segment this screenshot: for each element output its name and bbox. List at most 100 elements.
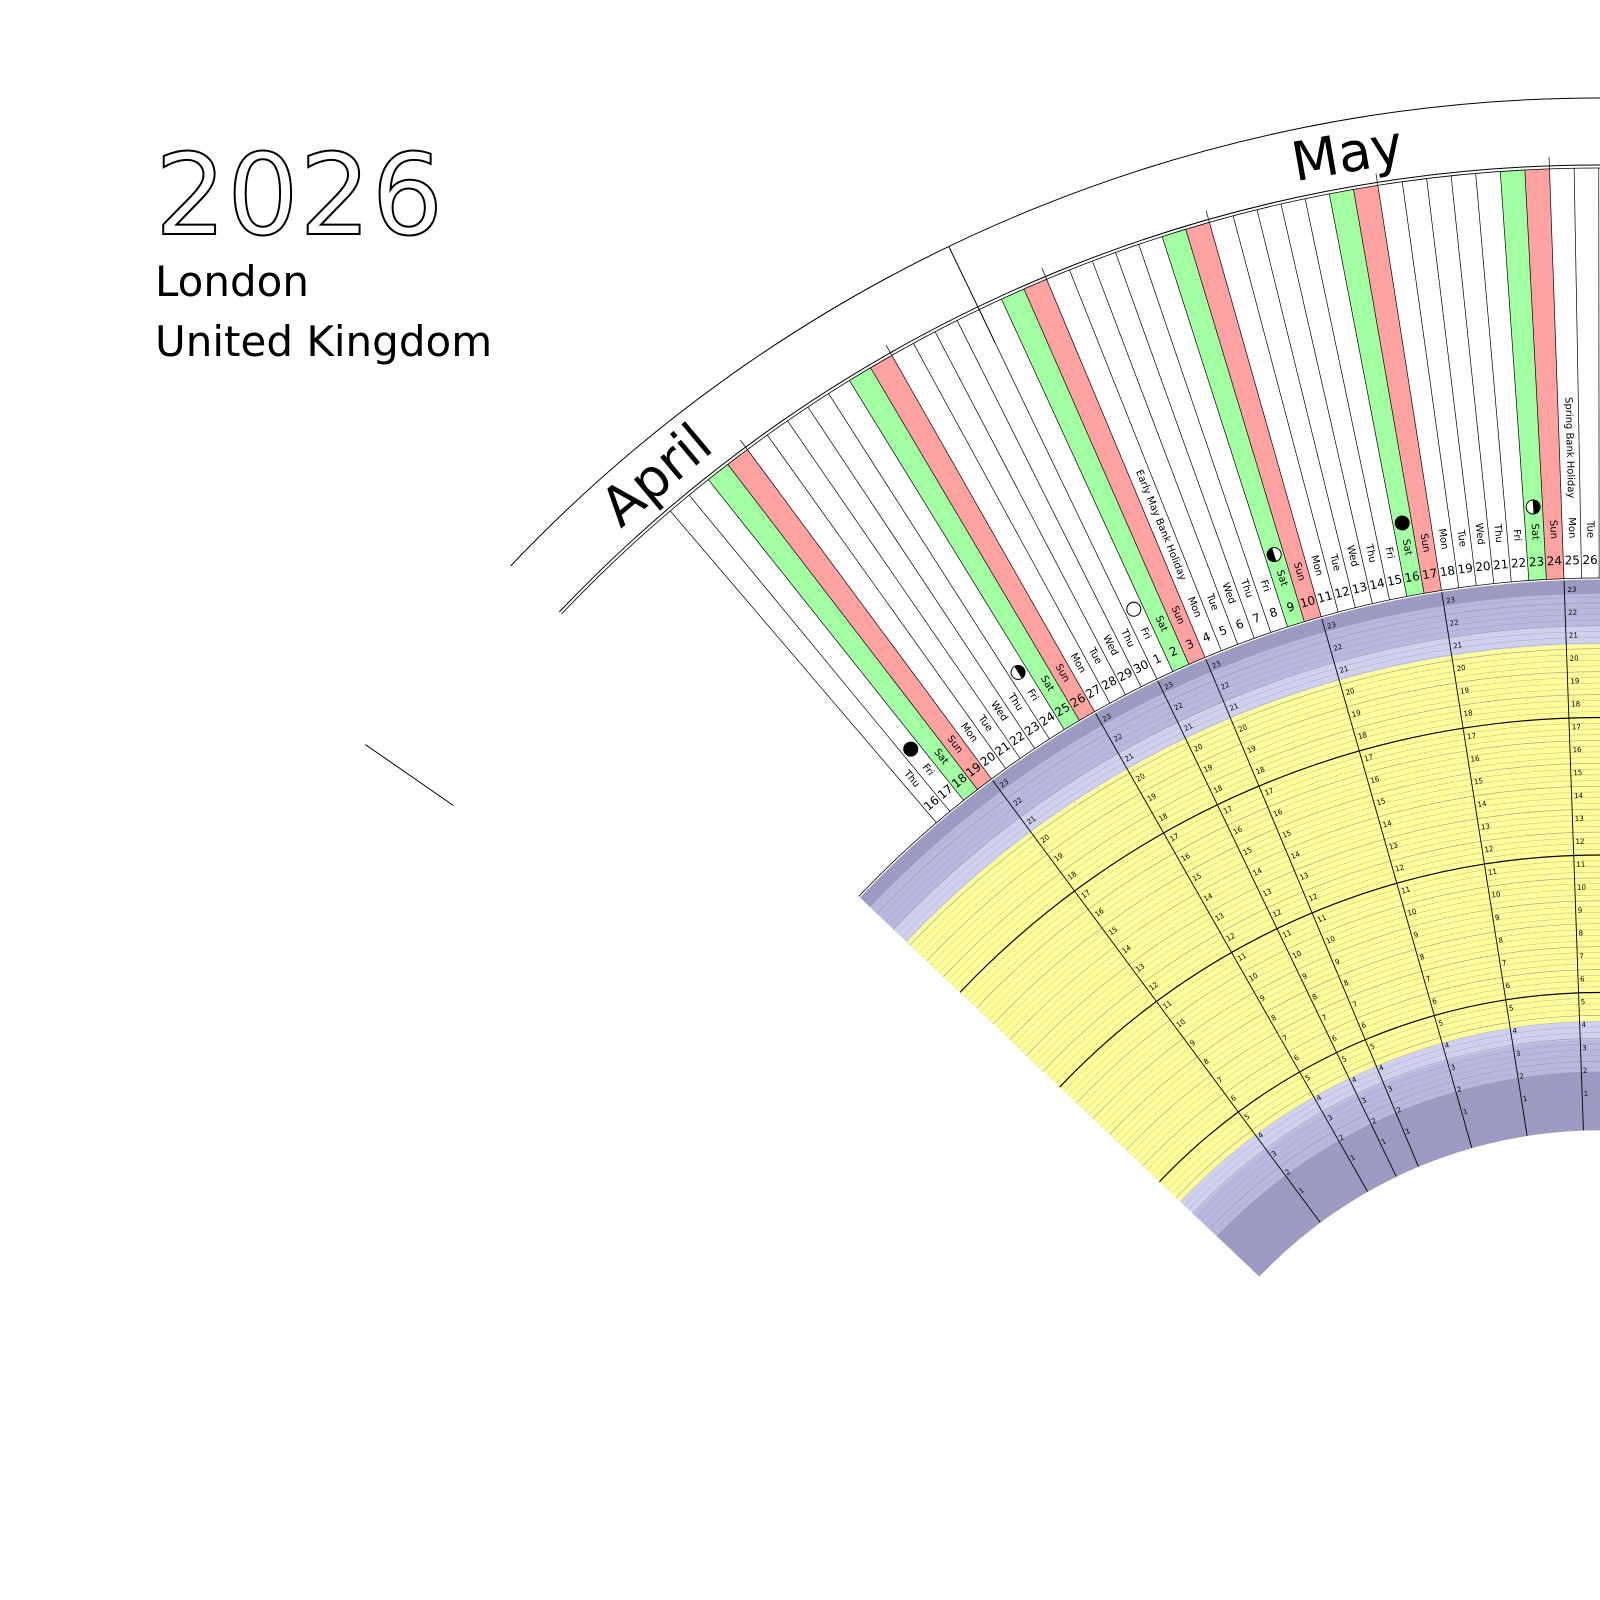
- hour-label: 6: [1331, 1034, 1339, 1043]
- hour-label: 3: [1270, 1149, 1278, 1158]
- day-divider: [870, 367, 1080, 721]
- day-spokes: 16Thu17Fri18Sat19Sun20Mon21Tue22Wed23Thu…: [561, 156, 1600, 897]
- hour-label: 12: [1308, 892, 1319, 903]
- day-divider: [956, 320, 1142, 687]
- hour-label: 19: [1246, 744, 1257, 755]
- day-divider: [688, 494, 951, 812]
- hour-line: [1196, 1043, 1600, 1218]
- hour-label: 21: [1339, 665, 1350, 675]
- hour-line: [1092, 900, 1600, 1119]
- hour-label: 8: [1419, 953, 1425, 962]
- weekday-label: Tue: [1203, 591, 1220, 612]
- hour-label: 9: [1189, 1039, 1197, 1048]
- hour-label: 1: [1297, 1186, 1305, 1195]
- week-spoke: [1563, 580, 1584, 1131]
- hour-line: [905, 642, 1600, 942]
- day-divider: [787, 420, 1021, 759]
- hour-line: [976, 740, 1600, 1009]
- hour-label: 14: [1290, 850, 1302, 861]
- hour-label: 11: [1281, 929, 1293, 940]
- hour-line: [872, 597, 1600, 910]
- weekday-label: Mon: [1436, 528, 1450, 550]
- hour-label: 2: [1456, 1085, 1462, 1094]
- day-divider: [1069, 269, 1222, 651]
- hour-label: 21: [1228, 702, 1239, 713]
- day-number: 25: [1564, 553, 1580, 567]
- hour-label: 18: [1571, 700, 1580, 708]
- hour-label: 20: [1193, 743, 1205, 754]
- hour-label: 4: [1512, 1027, 1518, 1036]
- day-number: 18: [1439, 563, 1456, 579]
- hour-label: 15: [1242, 846, 1254, 857]
- hour-line: [901, 637, 1600, 938]
- hour-label: 13: [1388, 841, 1399, 851]
- hour-label: 2: [1519, 1072, 1525, 1081]
- hour-line: [889, 619, 1600, 926]
- hour-line: [1076, 877, 1600, 1104]
- weekday-label: Fri: [1382, 546, 1395, 560]
- hour-label: 1: [1380, 1137, 1387, 1146]
- hour-line: [893, 625, 1600, 930]
- hour-label: 19: [1351, 709, 1362, 719]
- hour-label: 11: [1236, 952, 1248, 963]
- hour-line: [1184, 1026, 1600, 1206]
- hour-label: 9: [1259, 994, 1267, 1003]
- hour-label: 19: [1202, 763, 1214, 774]
- sunlight-rings: [860, 580, 1600, 1301]
- hour-label: 8: [1343, 979, 1350, 988]
- weekday-label: Fri: [1138, 626, 1153, 641]
- hour-label: 9: [1578, 906, 1583, 914]
- hour-label: 12: [1225, 932, 1237, 943]
- hour-label: 21: [1124, 752, 1136, 763]
- moon-disc: [1126, 601, 1142, 617]
- hour-line: [1167, 1003, 1600, 1190]
- hour-label: 16: [1470, 754, 1481, 763]
- hour-label: 3: [1360, 1096, 1367, 1105]
- day-divider: [1450, 175, 1495, 584]
- day-divider: [1524, 169, 1547, 580]
- inner-ring: [1259, 1130, 1600, 1301]
- hour-label: 23: [1163, 681, 1175, 692]
- hour-label: 5: [1243, 1113, 1251, 1122]
- day-ring-edge: [561, 167, 1600, 615]
- day-number: 14: [1368, 576, 1386, 593]
- hour-label: 3: [1387, 1085, 1394, 1094]
- hour-label: 13: [1134, 962, 1146, 974]
- hour-line: [868, 591, 1600, 906]
- hour-label: 14: [1252, 866, 1264, 877]
- day-divider: [1001, 298, 1174, 672]
- day-number: 28: [1099, 673, 1119, 693]
- day-number: 23: [1528, 554, 1544, 569]
- hour-label: 20: [1039, 833, 1051, 845]
- day-divider: [1548, 156, 1565, 579]
- day-divider: [807, 406, 1035, 749]
- hour-line: [1175, 1015, 1600, 1198]
- weekday-label: Wed: [1100, 633, 1120, 657]
- hour-label: 14: [1477, 800, 1488, 809]
- country-name: United Kingdom: [155, 317, 493, 366]
- hour-label: 2: [1583, 1067, 1588, 1075]
- saturday-band: [1162, 229, 1305, 627]
- hour-label: 3: [1326, 1114, 1334, 1123]
- day-divider: [669, 510, 937, 823]
- weekday-label: Tue: [1455, 528, 1468, 547]
- weekday-label: Thu: [901, 768, 922, 790]
- day-number: 20: [1475, 559, 1492, 575]
- day-number: 9: [1285, 599, 1296, 615]
- hour-label: 13: [1262, 887, 1274, 898]
- hour-line: [1192, 1038, 1600, 1214]
- hour-label: 7: [1501, 959, 1507, 968]
- day-divider: [739, 439, 992, 780]
- hour-label: 1: [1584, 1090, 1589, 1098]
- hour-label: 6: [1293, 1053, 1301, 1062]
- hour-label: 14: [1574, 792, 1584, 800]
- day-number: 24: [1037, 709, 1057, 729]
- hour-label: 17: [1363, 753, 1374, 763]
- day-ring-edge: [858, 577, 1600, 897]
- weekday-label: Wed: [1473, 522, 1486, 545]
- hour-label: 2: [1395, 1106, 1402, 1115]
- saturday-band: [1001, 288, 1189, 672]
- hour-line: [1258, 1129, 1600, 1277]
- hour-line: [876, 602, 1600, 914]
